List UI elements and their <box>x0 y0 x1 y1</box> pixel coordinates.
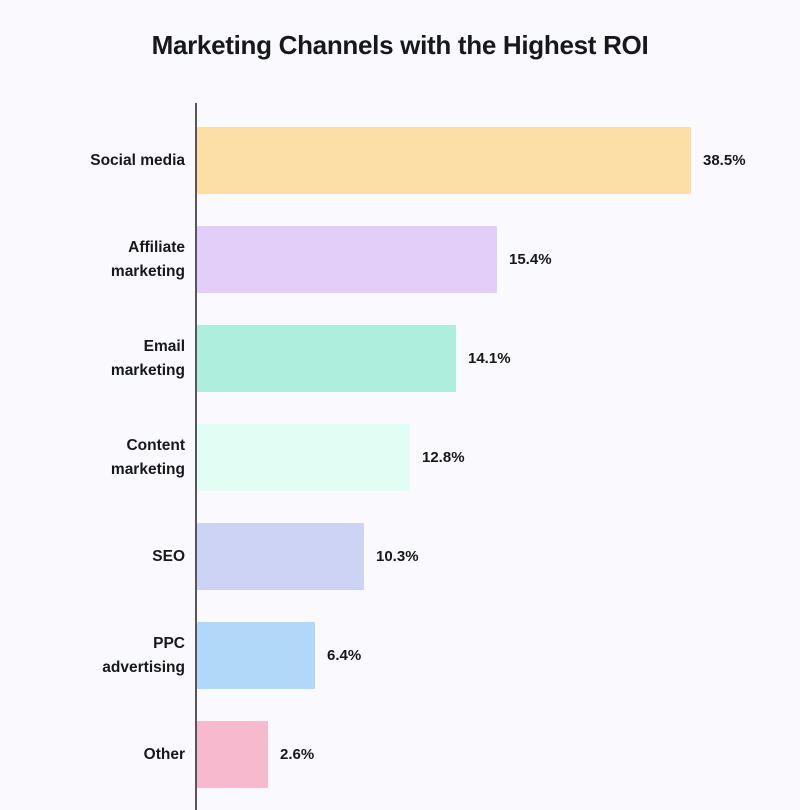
page-title: Marketing Channels with the Highest ROI <box>151 30 649 60</box>
value-label: 12.8% <box>422 449 465 466</box>
category-label: Email marketing <box>110 337 185 379</box>
bar <box>197 622 315 689</box>
value-label: 2.6% <box>280 746 315 763</box>
chart-row: Social media 38.5% <box>0 111 800 210</box>
bar <box>197 721 268 788</box>
value-label: 15.4% <box>509 251 552 268</box>
bar <box>197 226 497 293</box>
category-label: SEO <box>152 547 185 565</box>
value-label: 38.5% <box>703 152 746 169</box>
bar <box>197 424 410 491</box>
category-label: Affiliate marketing <box>110 238 185 280</box>
chart-header: Marketing Channels with the Highest ROI <box>0 0 800 62</box>
bar-chart: Social media 38.5% Affiliate marketing 15.4… <box>0 111 800 804</box>
category-label: Other <box>143 745 185 763</box>
category-label: PPC advertising <box>102 634 185 676</box>
chart-row: Affiliate marketing 15.4% <box>0 210 800 309</box>
chart-row: Email marketing 14.1% <box>0 309 800 408</box>
value-label: 10.3% <box>376 548 419 565</box>
category-label: Content marketing <box>110 436 185 478</box>
bar <box>197 523 364 590</box>
value-label: 6.4% <box>327 647 362 664</box>
category-label: Social media <box>90 151 185 169</box>
chart-row: Other 2.6% <box>0 705 800 804</box>
y-axis-line <box>195 103 197 810</box>
bar <box>197 127 691 194</box>
value-label: 14.1% <box>468 350 511 367</box>
chart-row: SEO 10.3% <box>0 507 800 606</box>
chart-row: PPC advertising 6.4% <box>0 606 800 705</box>
chart-row: Content marketing 12.8% <box>0 408 800 507</box>
bar <box>197 325 456 392</box>
